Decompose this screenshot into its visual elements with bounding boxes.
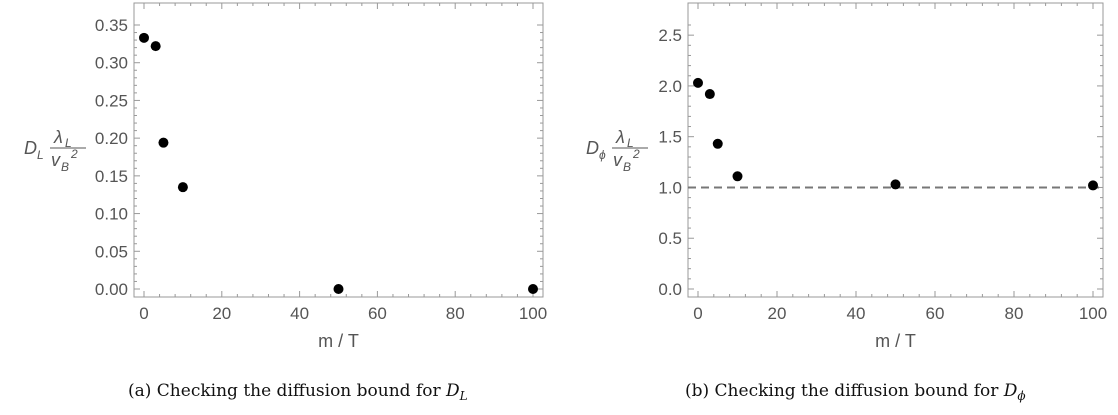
data-point (150, 41, 161, 52)
data-point (177, 182, 188, 193)
y-tick-label: 0.25 (95, 91, 128, 110)
y-tick-label: 0.35 (95, 16, 128, 35)
x-tick-label: 100 (519, 304, 547, 323)
y-tick-label: 2.0 (658, 77, 682, 96)
ylabel-lambda: λ (53, 127, 63, 147)
x-tick-label: 0 (139, 304, 148, 323)
data-point (139, 32, 149, 43)
x-tick-label: 20 (768, 304, 787, 323)
y-tick-label: 0.5 (658, 229, 682, 248)
y-axis-label: D Lλ Lv B2 (24, 127, 86, 174)
y-tick-label: 0.15 (95, 167, 128, 186)
data-point (693, 77, 703, 88)
plot-frame (687, 2, 1104, 298)
plot-frame (133, 2, 544, 298)
x-tick-label: 40 (290, 304, 309, 323)
x-axis-label: m / T (875, 331, 916, 351)
ylabel-lambda: λ (615, 127, 625, 147)
ylabel-d: D (24, 138, 37, 158)
x-axis-label: m / T (318, 331, 359, 351)
ylabel-d-sub: L (37, 148, 44, 162)
x-tick-label: 100 (1079, 304, 1107, 323)
ylabel-v-sub: B (61, 160, 69, 174)
ylabel-lambda-sub: L (65, 136, 72, 150)
y-tick-label: 0.05 (95, 242, 128, 261)
chart-panel-b: 0 20 40 60 80 100 0.0 0.5 1.0 1.5 2.0 2.5 m / T D ϕλ Lv… (586, 2, 1107, 403)
y-tick-label: 1.0 (658, 178, 682, 197)
data-point (158, 137, 169, 148)
x-tick-label: 60 (926, 304, 945, 323)
ylabel-v-pow: 2 (632, 147, 640, 161)
x-tick-label: 40 (847, 304, 866, 323)
y-tick-label: 0.10 (95, 205, 128, 224)
ylabel-v-pow: 2 (70, 147, 78, 161)
y-tick-label: 2.5 (658, 26, 682, 45)
x-tick-label: 60 (368, 304, 387, 323)
y-tick-label: 0.0 (658, 280, 682, 299)
ylabel-v: v (613, 150, 623, 170)
ylabel-d: D (586, 138, 599, 158)
y-tick-label: 0.00 (95, 280, 128, 299)
data-point (1088, 180, 1098, 191)
chart-caption: (a) Checking the diffusion bound for DL (128, 381, 468, 403)
x-tick-label: 0 (693, 304, 702, 323)
chart-panel-a: 0 20 40 60 80 100 0.00 0.05 0.10 0.15 0.20 0.25 0.30… (24, 2, 547, 403)
ylabel-d-sub: ϕ (599, 148, 606, 162)
ylabel-lambda-sub: L (627, 136, 634, 150)
data-point (890, 179, 901, 190)
y-tick-label: 1.5 (658, 128, 682, 147)
ylabel-v-sub: B (623, 160, 631, 174)
data-point (528, 284, 538, 294)
data-point (704, 89, 715, 100)
ylabel-v: v (51, 150, 61, 170)
x-tick-label: 80 (446, 304, 465, 323)
x-tick-label: 80 (1005, 304, 1024, 323)
x-tick-label: 20 (212, 304, 231, 323)
data-point (712, 138, 723, 149)
data-point (732, 171, 743, 182)
y-tick-label: 0.20 (95, 129, 128, 148)
chart-caption: (b) Checking the diffusion bound for Dϕ (685, 381, 1026, 403)
y-tick-label: 0.30 (95, 54, 128, 73)
data-point (333, 284, 344, 294)
